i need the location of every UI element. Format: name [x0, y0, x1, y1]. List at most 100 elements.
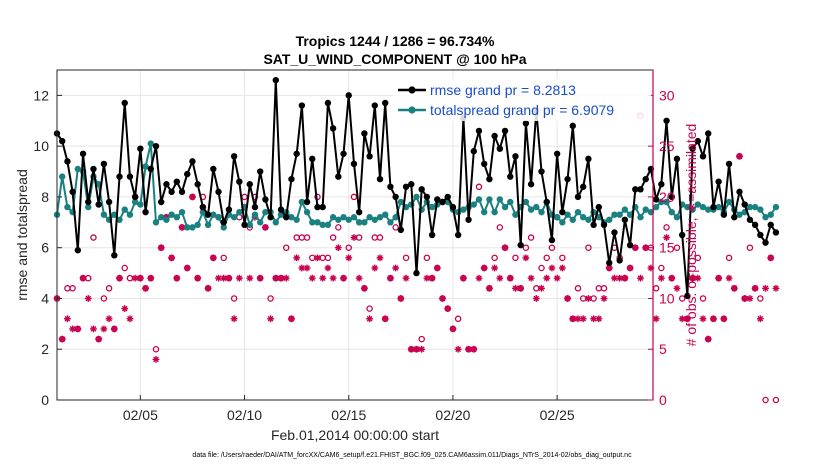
obs-assimilated-marker — [90, 325, 97, 333]
rmse-point — [413, 269, 420, 277]
totalspread-point — [59, 173, 66, 180]
totalspread-point — [559, 219, 566, 226]
rmse-point — [189, 158, 196, 165]
obs-possible-marker — [652, 285, 660, 292]
obs-assimilated-marker — [439, 295, 446, 302]
rmse-point — [210, 165, 217, 173]
totalspread-point — [340, 214, 347, 221]
obs-markers — [53, 112, 780, 404]
obs-possible-marker — [512, 254, 519, 262]
rmse-point — [710, 203, 717, 211]
obs-possible-marker — [725, 254, 733, 262]
totalspread-point — [772, 203, 780, 211]
rmse-point — [382, 99, 389, 107]
totalspread-point — [314, 219, 321, 226]
totalspread-point — [387, 219, 394, 226]
legend-rmse-label: rmse grand pr = 8.2813 — [430, 82, 576, 98]
obs-assimilated-marker — [449, 325, 457, 333]
rmse-point — [121, 99, 128, 107]
obs-assimilated-marker — [694, 274, 702, 282]
totalspread-point — [663, 198, 670, 206]
obs-assimilated-marker — [444, 305, 452, 313]
obs-assimilated-marker — [261, 223, 269, 231]
totalspread-point — [126, 211, 134, 218]
y-tick-label-right: 20 — [659, 189, 675, 205]
obs-possible-marker — [574, 285, 582, 292]
totalspread-point — [152, 219, 160, 226]
rmse-point — [137, 145, 144, 152]
obs-possible-marker — [772, 396, 780, 404]
obs-assimilated-marker — [584, 295, 592, 302]
rmse-point — [147, 165, 154, 173]
totalspread-point — [116, 216, 123, 223]
x-tick-label: 02/10 — [227, 407, 262, 423]
rmse-point — [324, 99, 332, 107]
obs-possible-marker — [585, 244, 592, 251]
totalspread-point — [527, 206, 535, 213]
rmse-point — [751, 221, 759, 229]
totalspread-point — [616, 211, 623, 218]
totalspread-point — [637, 214, 644, 221]
obs-assimilated-marker — [428, 274, 436, 282]
obs-assimilated-marker — [74, 325, 82, 333]
y-tick-label-left: 10 — [33, 138, 49, 154]
rmse-point — [689, 145, 696, 152]
obs-assimilated-marker — [626, 264, 634, 272]
obs-possible-marker — [100, 295, 108, 302]
obs-assimilated-marker — [381, 315, 389, 323]
obs-assimilated-marker — [168, 254, 176, 262]
rmse-point — [309, 155, 316, 163]
totalspread-point — [652, 203, 660, 211]
totalspread-point — [100, 211, 108, 218]
rmse-point — [105, 198, 113, 206]
obs-possible-marker — [282, 244, 290, 251]
rmse-point — [527, 181, 535, 188]
x-tick-label: 02/20 — [435, 407, 470, 423]
y-tick-label-left: 8 — [41, 189, 49, 205]
obs-assimilated-marker — [642, 244, 650, 252]
rmse-point — [283, 214, 290, 221]
totalspread-point — [157, 214, 165, 221]
obs-assimilated-marker — [433, 264, 441, 272]
obs-possible-marker — [121, 264, 128, 272]
obs-assimilated-marker — [235, 274, 243, 282]
obs-assimilated-marker — [527, 274, 535, 282]
obs-possible-marker — [345, 244, 352, 251]
y-tick-label-right: 30 — [659, 87, 675, 103]
totalspread-point — [397, 198, 405, 206]
rmse-point — [345, 92, 352, 99]
totalspread-point — [246, 221, 253, 229]
totalspread-point — [694, 201, 702, 208]
obs-possible-marker — [423, 254, 431, 262]
totalspread-point — [64, 203, 71, 211]
rmse-point — [507, 173, 514, 180]
rmse-point — [64, 158, 71, 165]
rmse-point — [611, 229, 618, 236]
obs-assimilated-marker — [548, 264, 556, 272]
obs-assimilated-marker — [397, 295, 405, 302]
chart-title-line1: Tropics 1244 / 1286 = 96.734% — [296, 33, 495, 49]
totalspread-point — [481, 208, 488, 216]
rmse-point — [757, 231, 764, 239]
rmse-point — [100, 160, 108, 168]
rmse-point — [663, 117, 670, 124]
rmse-point — [600, 221, 608, 229]
totalspread-point — [621, 206, 629, 213]
rmse-point — [246, 181, 253, 188]
obs-assimilated-marker — [371, 264, 379, 272]
totalspread-point — [533, 203, 540, 211]
obs-assimilated-marker — [121, 305, 129, 313]
rmse-point — [632, 186, 639, 193]
rmse-point — [267, 214, 274, 221]
obs-assimilated-marker — [418, 345, 426, 353]
obs-assimilated-marker — [58, 335, 66, 343]
rmse-point — [559, 208, 566, 216]
rmse-point — [574, 193, 582, 201]
ticks: 0 2 4 6 8 10 12 0 5 10 15 20 25 30 02/05 02/10 02/15 02/2… — [33, 70, 675, 423]
obs-possible-marker — [69, 285, 76, 292]
obs-assimilated-marker — [293, 254, 301, 262]
y-tick-label-left: 6 — [41, 240, 49, 256]
totalspread-point — [538, 208, 545, 216]
obs-assimilated-marker — [715, 274, 723, 282]
rmse-point — [225, 206, 233, 213]
